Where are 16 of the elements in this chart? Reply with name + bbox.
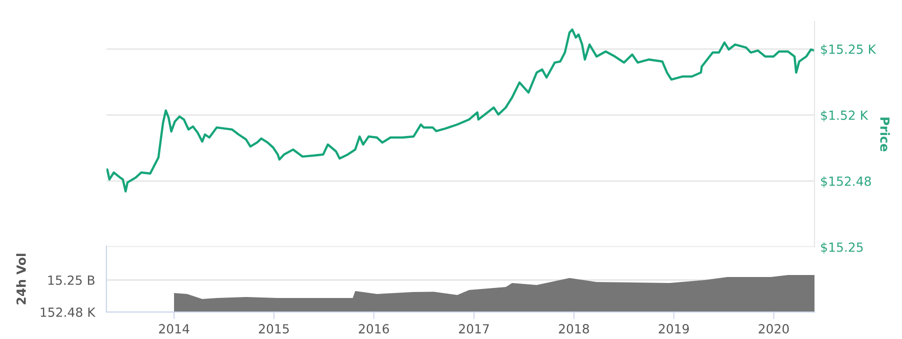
line-series (106, 28, 815, 193)
y-tick-label: $1.52 K (821, 110, 868, 122)
y-tick-label: 152.48 K (40, 307, 96, 317)
y-axis-title: 24h Vol (16, 254, 26, 304)
y-tick-label: 15.25 B (48, 275, 94, 285)
x-tick-label: 2020 (758, 324, 789, 334)
x-tick-label: 2018 (558, 324, 589, 334)
x-tick-label: 2019 (658, 324, 689, 334)
x-tick-label: 2016 (358, 324, 389, 334)
y-axis-title: Price (880, 118, 890, 152)
y-tick-label: $15.25 (821, 242, 863, 254)
x-tick-label: 2015 (258, 324, 289, 334)
y-tick-label: $15.25 K (821, 44, 876, 56)
x-tick-label: 2014 (159, 324, 190, 334)
x-tick-label: 2017 (459, 324, 489, 334)
y-tick-label: $152.48 (821, 176, 871, 188)
